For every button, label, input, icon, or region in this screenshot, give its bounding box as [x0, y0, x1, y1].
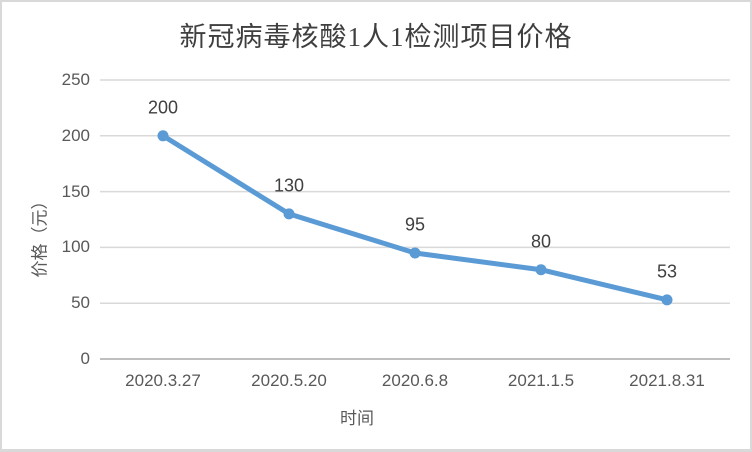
data-label: 53 — [656, 261, 678, 282]
x-tick-label: 2020.6.8 — [381, 371, 449, 390]
x-tick-label: 2020.3.27 — [125, 371, 201, 390]
data-point-marker — [661, 294, 673, 306]
x-tick-label: 2021.8.31 — [629, 371, 705, 390]
data-point-marker — [409, 247, 421, 259]
x-tick-label: 2020.5.20 — [251, 371, 327, 390]
y-tick-label: 200 — [61, 125, 90, 145]
data-label: 130 — [273, 175, 305, 196]
y-tick-label: 50 — [71, 293, 90, 313]
data-point-marker — [157, 130, 169, 142]
y-tick-label: 150 — [61, 181, 90, 201]
y-tick-label: 100 — [61, 237, 90, 257]
chart-title: 新冠病毒核酸1人1检测项目价格 — [179, 22, 573, 52]
data-label: 200 — [147, 97, 179, 118]
data-point-marker — [535, 264, 547, 276]
x-tick-label: 2021.1.5 — [507, 371, 575, 390]
data-point-marker — [283, 208, 295, 220]
x-axis-title: 时间 — [340, 409, 374, 428]
data-label: 80 — [530, 231, 552, 252]
y-tick-label: 0 — [80, 349, 90, 368]
data-label: 95 — [404, 214, 426, 235]
y-tick-label: 250 — [61, 70, 90, 89]
